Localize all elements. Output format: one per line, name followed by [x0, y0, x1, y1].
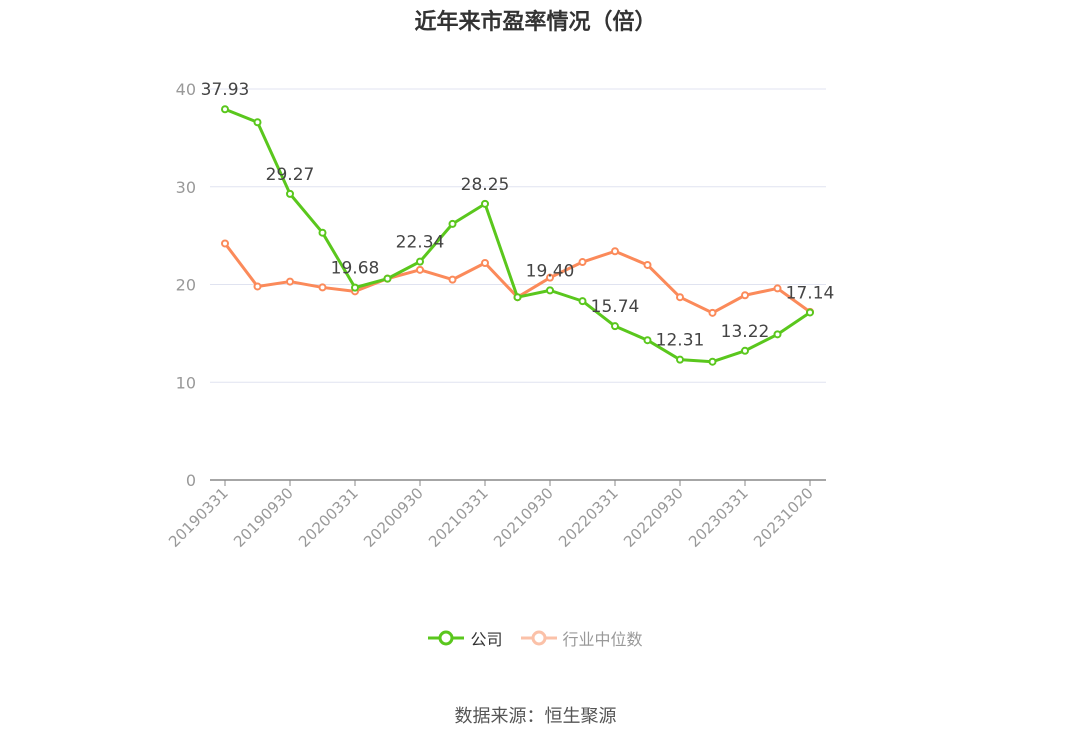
- data-point: [578, 258, 587, 267]
- legend-label-company: 公司: [470, 630, 503, 649]
- y-tick-label: 40: [176, 80, 196, 99]
- data-point: [546, 286, 554, 295]
- data-point: [253, 282, 262, 291]
- data-label: 22.34: [396, 233, 445, 253]
- legend-marker-company: [428, 630, 465, 646]
- data-label: 12.31: [656, 331, 705, 351]
- data-point: [416, 257, 424, 266]
- data-point: [318, 228, 327, 237]
- x-tick-label: 20220930: [620, 484, 687, 551]
- data-point: [643, 336, 652, 345]
- legend: 公司 行业中位数: [0, 626, 1071, 650]
- legend-marker-industry: [520, 630, 557, 646]
- series-line: [223, 242, 811, 315]
- x-tick-label: 20200331: [295, 484, 362, 551]
- data-point: [611, 247, 619, 256]
- legend-item-industry[interactable]: 行业中位数: [520, 626, 643, 650]
- x-tick-label: 20230331: [685, 484, 752, 551]
- legend-label-industry: 行业中位数: [562, 630, 643, 649]
- data-label: 28.25: [461, 175, 510, 195]
- line-chart: 0 10 20 30 40 2019033120190930202003312020093…: [165, 80, 835, 551]
- data-label: 15.74: [591, 297, 640, 317]
- data-point: [578, 297, 587, 306]
- data-point: [481, 258, 489, 267]
- y-tick-label: 0: [186, 471, 196, 490]
- data-point: [286, 189, 294, 198]
- x-tick-label: 20210331: [425, 484, 492, 551]
- y-tick-label: 10: [176, 373, 196, 392]
- data-label: 19.40: [526, 261, 575, 281]
- data-label: 37.93: [201, 80, 250, 100]
- data-label: 19.68: [331, 259, 380, 279]
- y-tick-label: 20: [176, 276, 196, 295]
- data-point: [383, 274, 392, 283]
- data-point: [643, 260, 652, 269]
- data-point: [546, 273, 554, 282]
- data-point: [708, 308, 717, 317]
- data-point: [741, 346, 749, 355]
- data-point: [253, 118, 262, 127]
- data-label: 29.27: [266, 165, 315, 185]
- data-point: [351, 283, 359, 292]
- legend-item-company[interactable]: 公司: [428, 626, 503, 650]
- data-label: 13.22: [721, 322, 770, 342]
- data-point: [676, 293, 684, 302]
- data-point: [318, 283, 327, 292]
- data-point: [773, 330, 782, 339]
- x-tick-label: 20220331: [555, 484, 622, 551]
- data-point: [676, 355, 684, 364]
- data-point: [708, 357, 717, 366]
- x-tick-label: 20231020: [750, 484, 817, 551]
- data-point: [611, 322, 619, 331]
- x-tick-label: 20190930: [230, 484, 297, 551]
- data-source: 数据来源：恒生聚源: [454, 706, 617, 727]
- x-tick-label: 20200930: [360, 484, 427, 551]
- data-point: [221, 105, 229, 114]
- data-point: [416, 265, 424, 274]
- data-label: 17.14: [786, 283, 835, 303]
- data-point: [221, 239, 229, 248]
- y-tick-label: 30: [176, 178, 196, 197]
- chart-title: 近年来市盈率情况（倍）: [414, 10, 657, 35]
- x-tick-label: 20190331: [165, 484, 232, 551]
- data-point: [773, 284, 782, 293]
- data-point: [448, 219, 457, 228]
- x-tick-label: 20210930: [490, 484, 557, 551]
- data-point: [806, 308, 814, 317]
- data-point: [481, 199, 489, 208]
- data-point: [448, 275, 457, 284]
- data-point: [513, 293, 522, 302]
- data-point: [286, 277, 294, 286]
- data-point: [741, 291, 749, 300]
